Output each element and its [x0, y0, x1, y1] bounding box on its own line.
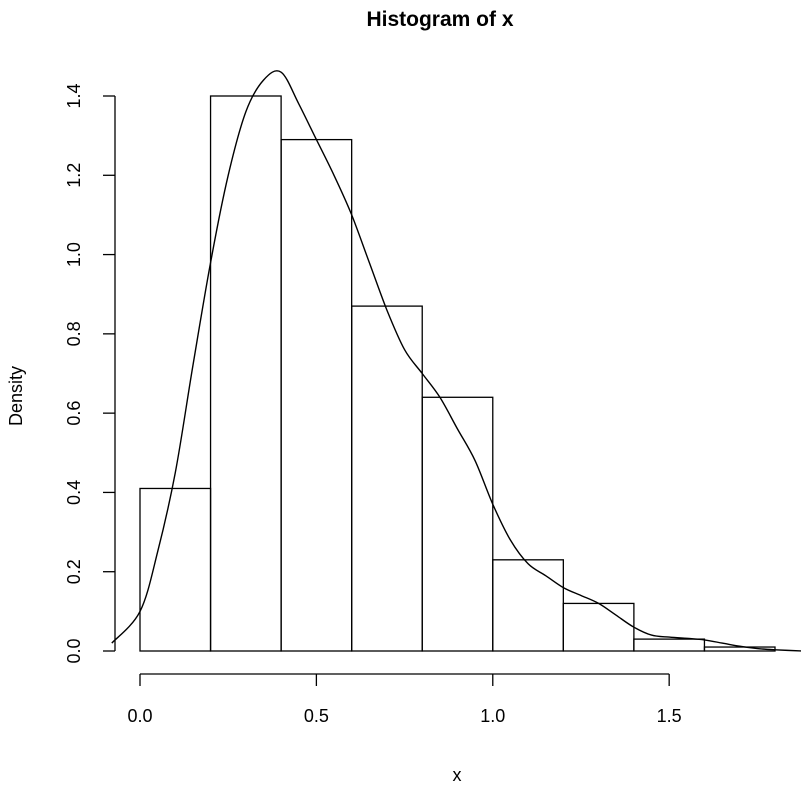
x-tick-label: 1.5	[657, 706, 682, 726]
histogram-bars	[139, 95, 776, 652]
density-curve	[111, 70, 801, 652]
y-tick-label: 0.0	[64, 638, 84, 663]
y-tick-label: 1.4	[64, 83, 84, 108]
y-tick-label: 0.4	[64, 480, 84, 505]
y-axis: 0.0 0.2 0.4 0.6 0.8 1.0 1.2 1.4	[64, 83, 116, 664]
y-tick-label: 0.8	[64, 321, 84, 346]
density-curve-layer	[111, 70, 801, 652]
x-axis: 0.0 0.5 1.0 1.5	[127, 673, 682, 726]
histogram-bar	[492, 559, 564, 652]
histogram-bar	[209, 95, 282, 652]
x-tick-label: 1.0	[480, 706, 505, 726]
histogram-bar	[139, 487, 212, 652]
x-tick-label: 0.0	[127, 706, 152, 726]
y-tick-label: 1.2	[64, 163, 84, 188]
y-tick-label: 0.2	[64, 559, 84, 584]
x-tick-label: 0.5	[304, 706, 329, 726]
histogram-bar	[351, 305, 423, 652]
histogram-bar	[280, 138, 353, 652]
chart-title: Histogram of x	[366, 8, 513, 31]
y-axis-label: Density	[6, 366, 26, 426]
y-tick-label: 1.0	[64, 242, 84, 267]
histogram-bar	[633, 638, 706, 652]
histogram-bar	[421, 396, 494, 652]
histogram-bar	[562, 602, 635, 652]
x-axis-label: x	[453, 765, 462, 785]
histogram-bar	[703, 646, 776, 652]
y-tick-label: 0.6	[64, 401, 84, 426]
